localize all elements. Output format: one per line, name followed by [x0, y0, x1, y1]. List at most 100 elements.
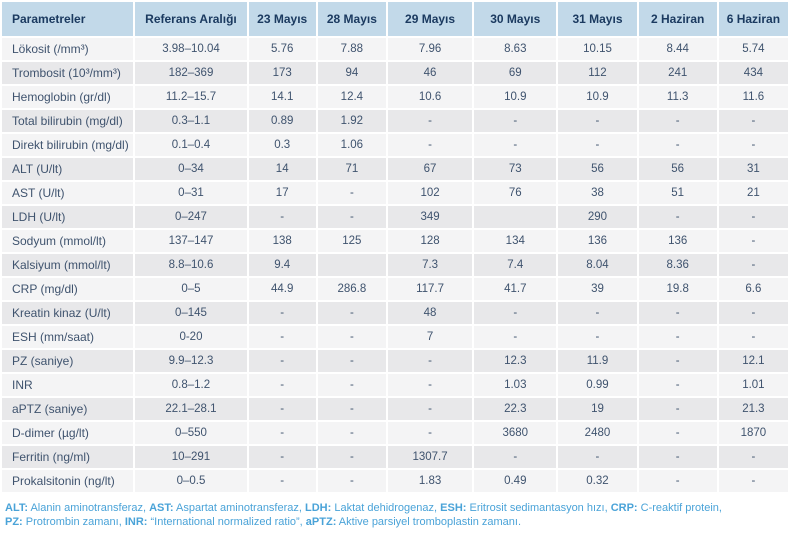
footnote-abbreviation: LDH: [305, 502, 332, 514]
value-cell: 12.1 [718, 350, 788, 372]
value-cell: 19.8 [638, 278, 717, 300]
reference-range: 0.3–1.1 [135, 110, 247, 132]
value-cell: - [248, 302, 316, 324]
value-cell: - [317, 374, 386, 396]
value-cell: - [558, 446, 637, 468]
reference-range: 0–31 [135, 182, 247, 204]
parameter-label: Hemoglobin (gr/dl) [2, 86, 134, 108]
parameter-label: Trombosit (10³/mm³) [2, 62, 134, 84]
table-row: INR 0.8–1.2- - -1.03 0.99-1.01 [2, 374, 788, 396]
parameter-label: INR [2, 374, 134, 396]
lab-results-page: Parametreler Referans Aralığı 23 Mayıs 28 M… [0, 2, 790, 529]
value-cell: 8.63 [474, 38, 557, 60]
value-cell: - [474, 110, 557, 132]
footnote-abbreviation: ESH: [440, 502, 467, 514]
table-row: PZ (saniye) 9.9–12.3- - -12.3 11.9-12.1 [2, 350, 788, 372]
value-cell: - [638, 134, 717, 156]
abbreviation-footnotes: ALT: Alanin aminotransferaz, AST: Aspart… [0, 501, 790, 529]
value-cell: 1.92 [317, 110, 386, 132]
column-header-0: Parametreler [2, 2, 134, 36]
table-row: Prokalsitonin (ng/lt) 0–0.5- -1.83 0.49 0.32… [2, 470, 788, 492]
value-cell: 56 [638, 158, 717, 180]
value-cell: 117.7 [387, 278, 473, 300]
reference-range: 0–145 [135, 302, 247, 324]
value-cell: 1.06 [317, 134, 386, 156]
value-cell: 6.6 [718, 278, 788, 300]
value-cell: 21 [718, 182, 788, 204]
reference-range: 0-20 [135, 326, 247, 348]
parameter-label: LDH (U/lt) [2, 206, 134, 228]
table-row: Trombosit (10³/mm³) 182–369 173 94 46 69 112 24… [2, 62, 788, 84]
reference-range: 0.1–0.4 [135, 134, 247, 156]
reference-range: 0.8–1.2 [135, 374, 247, 396]
value-cell: 1.01 [718, 374, 788, 396]
parameter-label: D-dimer (µg/lt) [2, 422, 134, 444]
value-cell: - [638, 326, 717, 348]
value-cell: 0.89 [248, 110, 316, 132]
value-cell: 12.3 [474, 350, 557, 372]
footnote-abbreviation: AST: [149, 502, 174, 514]
value-cell: 1307.7 [387, 446, 473, 468]
value-cell: 14.1 [248, 86, 316, 108]
parameter-label: Prokalsitonin (ng/lt) [2, 470, 134, 492]
column-header-1: Referans Aralığı [135, 2, 247, 36]
value-cell: 71 [317, 158, 386, 180]
value-cell: - [387, 374, 473, 396]
value-cell: - [718, 230, 788, 252]
parameter-label: PZ (saniye) [2, 350, 134, 372]
column-header-7: 2 Haziran [638, 2, 717, 36]
value-cell: 134 [474, 230, 557, 252]
value-cell: 1.03 [474, 374, 557, 396]
value-cell: 112 [558, 62, 637, 84]
value-cell: 17 [248, 182, 316, 204]
reference-range: 8.8–10.6 [135, 254, 247, 276]
table-row: AST (U/lt) 0–31 17-102 76 38 51 21 [2, 182, 788, 204]
value-cell: - [638, 422, 717, 444]
value-cell: 434 [718, 62, 788, 84]
reference-range: 0–550 [135, 422, 247, 444]
table-row: Lökosit (/mm³) 3.98–10.04 5.76 7.88 7.96 8.63… [2, 38, 788, 60]
value-cell: - [474, 302, 557, 324]
value-cell: 136 [638, 230, 717, 252]
reference-range: 9.9–12.3 [135, 350, 247, 372]
value-cell: - [718, 470, 788, 492]
parameter-label: ALT (U/lt) [2, 158, 134, 180]
footnote-abbreviation: PZ: [5, 516, 23, 528]
value-cell: - [638, 110, 717, 132]
value-cell: 0.32 [558, 470, 637, 492]
value-cell: 11.9 [558, 350, 637, 372]
reference-range: 3.98–10.04 [135, 38, 247, 60]
value-cell: 41.7 [474, 278, 557, 300]
value-cell: - [718, 254, 788, 276]
value-cell: 7.96 [387, 38, 473, 60]
table-row: Ferritin (ng/ml) 10–291- -1307.7- - - - [2, 446, 788, 468]
value-cell: - [718, 110, 788, 132]
value-cell: 5.76 [248, 38, 316, 60]
value-cell: 12.4 [317, 86, 386, 108]
reference-range: 0–5 [135, 278, 247, 300]
value-cell: - [718, 206, 788, 228]
value-cell: 290 [558, 206, 637, 228]
value-cell: 10.15 [558, 38, 637, 60]
value-cell: 1.83 [387, 470, 473, 492]
parameter-label: ESH (mm/saat) [2, 326, 134, 348]
column-header-6: 31 Mayıs [558, 2, 637, 36]
value-cell: 0.3 [248, 134, 316, 156]
table-row: ALT (U/lt) 0–34 14 71 67 73 56 56 31 [2, 158, 788, 180]
value-cell: - [387, 134, 473, 156]
value-cell: - [317, 398, 386, 420]
value-cell: - [638, 302, 717, 324]
value-cell: - [248, 326, 316, 348]
reference-range: 10–291 [135, 446, 247, 468]
table-row: LDH (U/lt) 0–247- -349 290- - [2, 206, 788, 228]
parameter-label: Kreatin kinaz (U/lt) [2, 302, 134, 324]
table-row: ESH (mm/saat) 0-20- -7- - - - [2, 326, 788, 348]
value-cell: - [248, 206, 316, 228]
parameter-label: Kalsiyum (mmol/lt) [2, 254, 134, 276]
lab-results-table: Parametreler Referans Aralığı 23 Mayıs 28 M… [2, 2, 788, 492]
value-cell: 7.4 [474, 254, 557, 276]
value-cell: - [638, 350, 717, 372]
table-row: CRP (mg/dl) 0–5 44.9 286.8 117.7 41.7 39 19.8 6.… [2, 278, 788, 300]
table-row: aPTZ (saniye) 22.1–28.1- - -22.3 19-21.3 [2, 398, 788, 420]
value-cell: 0.99 [558, 374, 637, 396]
